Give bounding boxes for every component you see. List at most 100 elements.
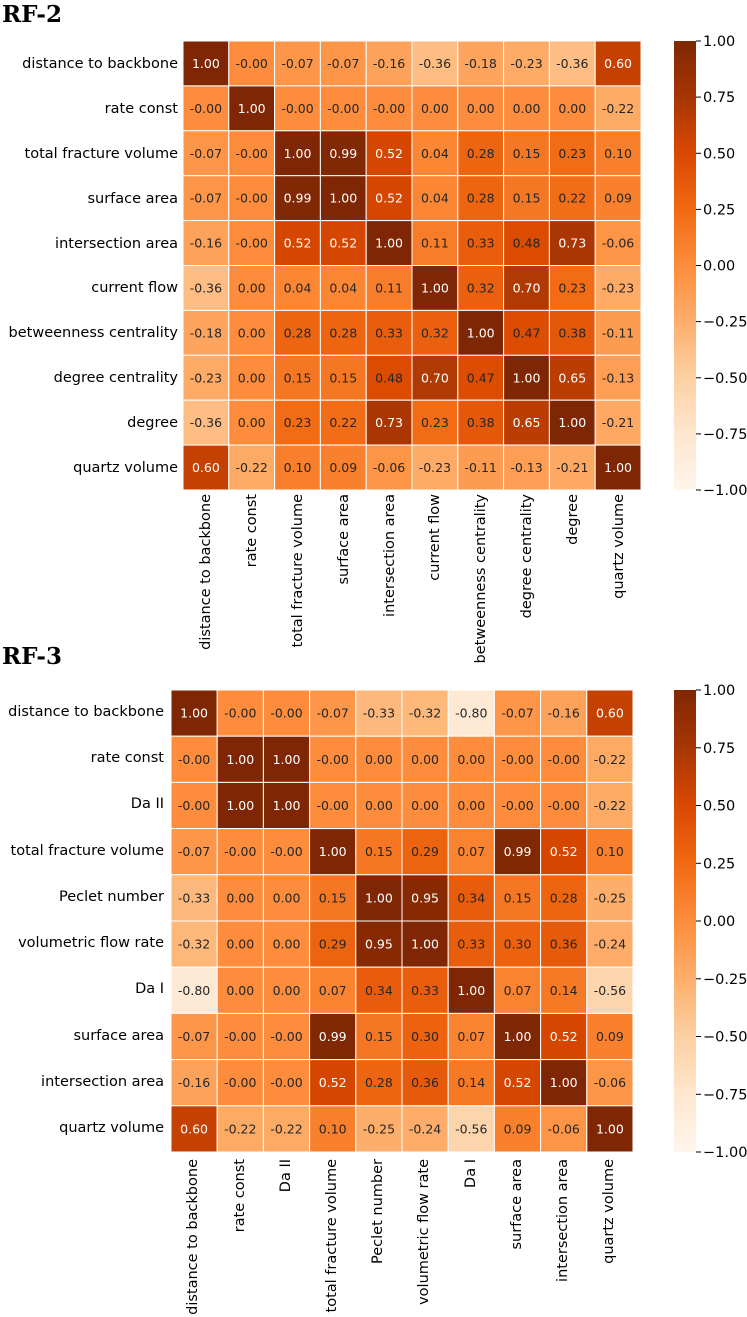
heatmap-cell-value: -0.00	[270, 1075, 302, 1090]
heatmap-cell-value: 1.00	[467, 325, 495, 340]
heatmap-cell-value: 0.15	[504, 890, 532, 905]
heatmap-cell	[411, 444, 459, 491]
heatmap-cell-value: 0.00	[513, 101, 541, 116]
heatmap-cell	[594, 354, 642, 401]
heatmap-cell	[401, 781, 449, 830]
heatmap-cell-value: 0.23	[558, 280, 586, 295]
heatmap-cell	[365, 354, 413, 401]
row-label: intersection area	[55, 236, 178, 252]
heatmap-cell-value: 0.11	[375, 280, 403, 295]
col-label: degree	[565, 494, 581, 545]
heatmap-cell-value: -0.80	[455, 706, 487, 721]
heatmap-cell-value: 1.00	[284, 146, 312, 161]
heatmap-cell	[548, 399, 596, 446]
heatmap-cell-value: 0.07	[504, 983, 532, 998]
heatmap-cell-value: -0.00	[224, 844, 256, 859]
heatmap-cell-value: 0.52	[504, 1075, 532, 1090]
heatmap-cell-value: -0.33	[363, 706, 395, 721]
heatmap-cell-value: -0.24	[594, 937, 626, 952]
heatmap-cell-value: -0.36	[419, 56, 451, 71]
heatmap-cell	[493, 781, 542, 830]
heatmap-cell-value: 0.23	[284, 415, 312, 430]
heatmap-cell-value: 0.00	[457, 752, 485, 767]
heatmap-cell	[355, 689, 403, 737]
heatmap-cell	[228, 444, 276, 491]
heatmap-cell-value: -0.11	[465, 460, 497, 475]
heatmap-cell-value: 1.00	[421, 280, 449, 295]
heatmap-cell-value: 0.52	[329, 236, 357, 251]
row-label: quartz volume	[59, 1120, 164, 1136]
heatmap-cell	[401, 1105, 449, 1153]
col-label: rate const	[232, 1159, 248, 1233]
heatmap-cell-value: 0.65	[558, 370, 586, 385]
heatmap-cell	[586, 1105, 634, 1153]
heatmap-cell-value: 0.23	[421, 415, 449, 430]
heatmap-cell-value: -0.80	[178, 983, 210, 998]
heatmap-cell-value: -0.18	[190, 325, 222, 340]
heatmap-cell-value: -0.21	[602, 415, 634, 430]
heatmap-cell-value: -0.22	[594, 798, 626, 813]
heatmap-cell	[355, 874, 403, 922]
heatmap-cell-value: 0.00	[238, 325, 266, 340]
heatmap-cell	[493, 1105, 542, 1153]
heatmap-cell-value: 0.48	[375, 370, 403, 385]
heatmap-cell	[457, 309, 505, 356]
heatmap-cell-value: 0.99	[284, 191, 312, 206]
heatmap-cell-value: -0.22	[602, 101, 634, 116]
heatmap-cell	[401, 1059, 449, 1107]
heatmap-cell-value: 0.00	[226, 937, 254, 952]
heatmap-cell	[401, 874, 449, 922]
heatmap-cell	[503, 130, 550, 177]
heatmap-cell-value: 0.00	[365, 752, 393, 767]
colorbar-gradient	[674, 690, 696, 1152]
heatmap-cell-value: 1.00	[457, 983, 485, 998]
heatmap-cell	[262, 920, 311, 968]
heatmap-cell-value: -0.07	[281, 56, 313, 71]
row-label: intersection area	[41, 1074, 164, 1090]
heatmap-cell	[493, 1059, 542, 1107]
heatmap-cell-value: 0.38	[558, 325, 586, 340]
heatmap-cell-value: -0.16	[373, 56, 405, 71]
cells-rf-3: 1.00 -0.00 -0.00 -0.07 -0.33 -0.32 -0.80 -0.07-…	[170, 689, 634, 1153]
cells-rf-2: 1.00 -0.00 -0.07 -0.07 -0.16 -0.36 -0.18 -0.23 -…	[182, 40, 642, 491]
heatmap-cell-value: -0.00	[327, 101, 359, 116]
heatmap-cell	[262, 1059, 311, 1107]
heatmap-cell-value: 1.00	[513, 370, 541, 385]
heatmap-cell-value: 1.00	[596, 1121, 624, 1136]
heatmap-cell-value: -0.00	[178, 798, 210, 813]
heatmap-cell	[262, 689, 311, 737]
heatmap-cell-value: 0.29	[319, 937, 347, 952]
heatmap-cell	[586, 781, 634, 830]
row-label: betweenness centrality	[9, 325, 179, 341]
heatmap-cell	[594, 40, 642, 87]
heatmap-cell	[216, 966, 264, 1014]
heatmap-cell-value: 0.15	[513, 146, 541, 161]
col-label: distance to backbone	[198, 494, 214, 650]
heatmap-cell-value: 0.28	[365, 1075, 393, 1090]
heatmap-cell	[548, 354, 596, 401]
heatmap-cell	[216, 1105, 264, 1153]
colorbar-rf-3: 1.00 0.75 0.50 0.25 0.00 −0.25 −0.50 −0.75 −1.00	[674, 683, 747, 1161]
heatmap-cell	[182, 175, 230, 222]
col-label: degree centrality	[519, 494, 535, 619]
heatmap-cell-value: 0.00	[365, 798, 393, 813]
heatmap-cell-value: -0.23	[602, 280, 634, 295]
colorbar-rf-2: 1.00 0.75 0.50 0.25 0.00 −0.25 −0.50 −0.75 −1.00	[674, 34, 747, 499]
heatmap-cell-value: 0.52	[319, 1075, 347, 1090]
heatmap-rf-2: RF-2 distance to backbone rate const tot…	[2, 1, 747, 663]
heatmap-cell-value: 0.70	[513, 280, 541, 295]
heatmap-cell	[274, 399, 321, 446]
heatmap-cell	[355, 828, 403, 876]
heatmap-cell-value: 0.52	[550, 1029, 578, 1044]
heatmap-cell-value: 1.00	[226, 798, 254, 813]
heatmap-cell-value: -0.32	[178, 937, 210, 952]
heatmap-cell-value: -0.07	[190, 191, 222, 206]
heatmap-cell-value: 0.30	[411, 1029, 439, 1044]
row-label: surface area	[73, 1028, 164, 1044]
colorbar-tick-label: 0.25	[703, 202, 735, 218]
heatmap-cell-value: 0.14	[550, 983, 578, 998]
heatmap-cell-value: 0.09	[596, 1029, 624, 1044]
heatmap-cell-value: 0.52	[284, 236, 312, 251]
heatmap-cell-value: 1.00	[273, 798, 301, 813]
